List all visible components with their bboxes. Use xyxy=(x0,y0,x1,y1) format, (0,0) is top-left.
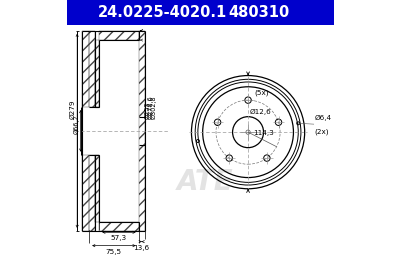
Text: (5x): (5x) xyxy=(255,90,269,96)
Text: 57,3: 57,3 xyxy=(111,235,127,241)
Text: Ø253: Ø253 xyxy=(145,101,151,119)
Text: 75,5: 75,5 xyxy=(106,249,122,255)
Text: 13,6: 13,6 xyxy=(134,245,150,251)
Text: (2x): (2x) xyxy=(314,128,329,135)
Text: Ø12,6: Ø12,6 xyxy=(249,109,271,115)
Text: 480310: 480310 xyxy=(228,5,289,20)
Text: Ø302,8: Ø302,8 xyxy=(150,95,156,119)
Text: 114,3: 114,3 xyxy=(253,131,274,136)
Bar xyxy=(66,0,334,25)
Text: Ø278,6: Ø278,6 xyxy=(148,95,154,119)
Text: ATE: ATE xyxy=(177,168,234,195)
Text: Ø6,4: Ø6,4 xyxy=(314,115,332,121)
Text: Ø279: Ø279 xyxy=(70,100,76,119)
Text: 24.0225-4020.1: 24.0225-4020.1 xyxy=(98,5,227,20)
Text: Ø66,2: Ø66,2 xyxy=(74,114,80,134)
